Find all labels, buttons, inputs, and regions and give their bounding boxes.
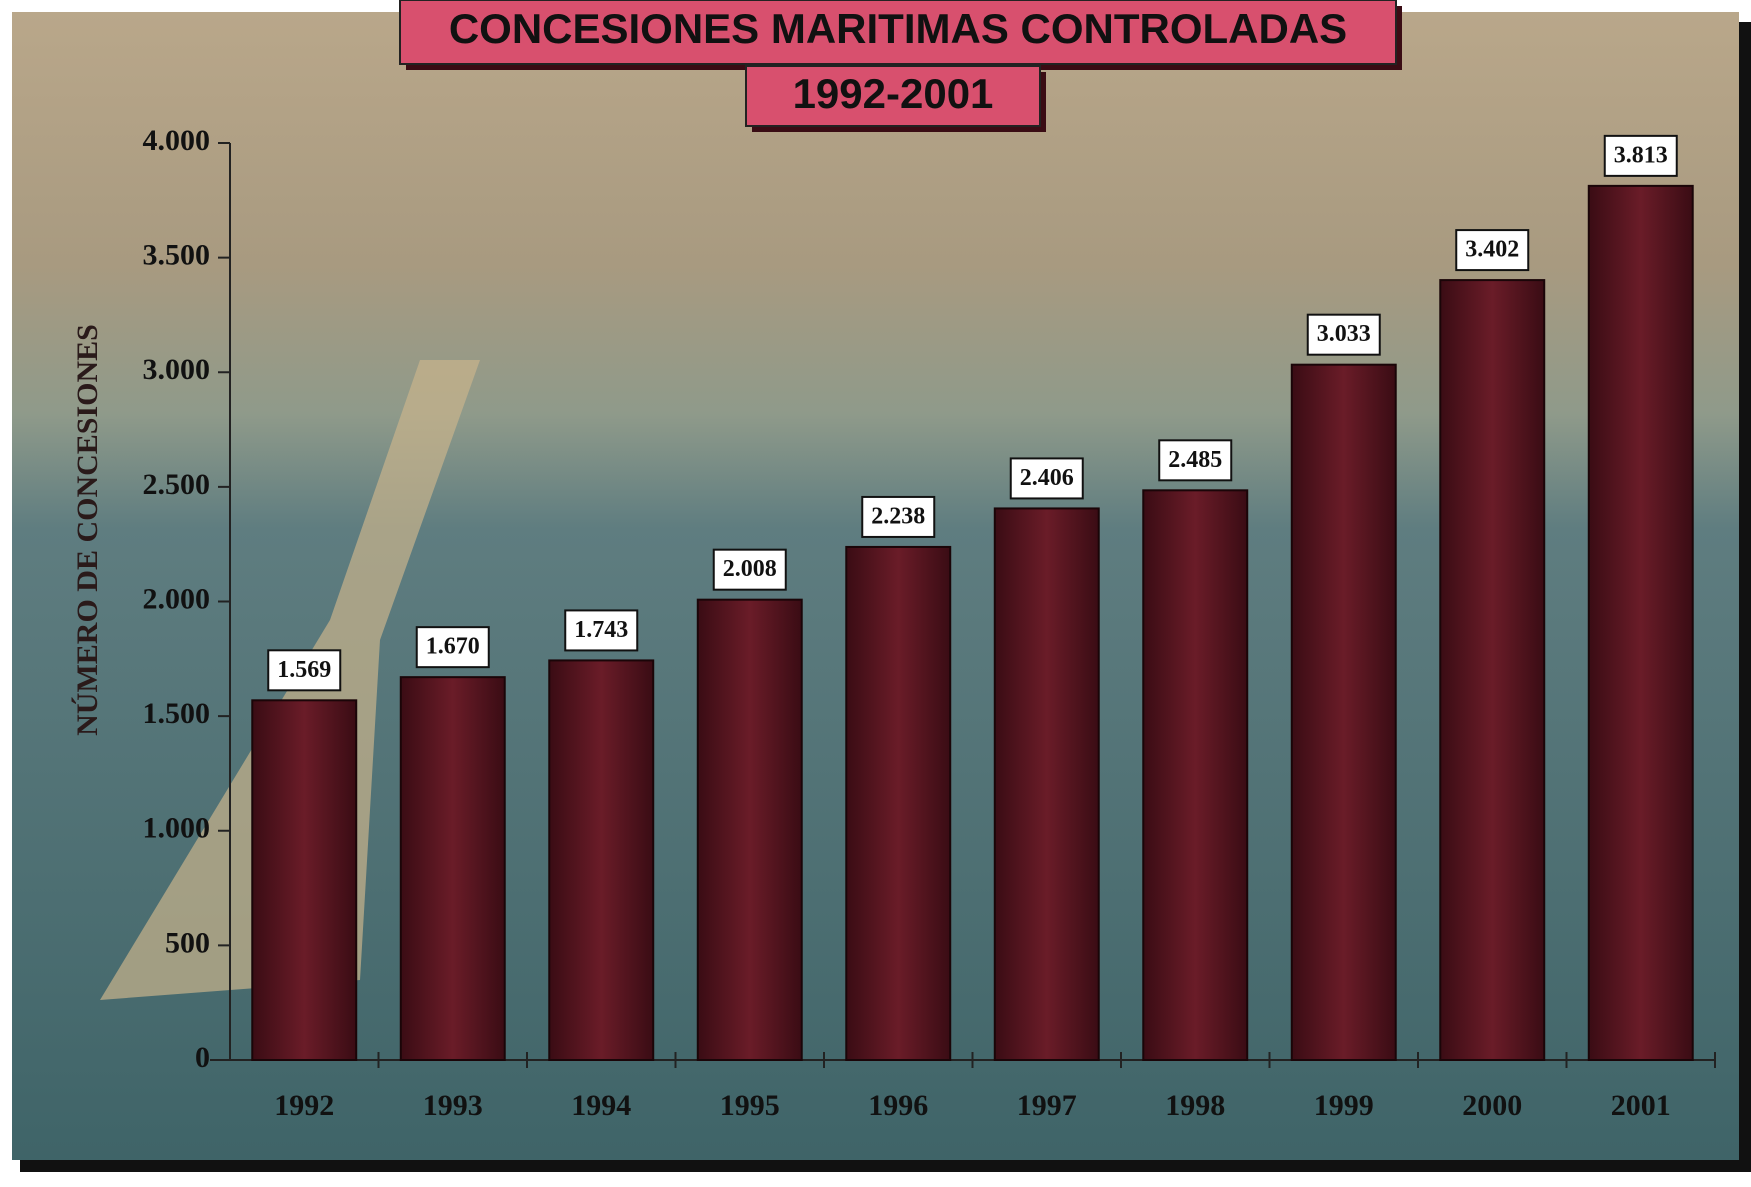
bar [1290,363,1397,1061]
value-label: 3.813 [1614,142,1668,168]
subtitle-box [745,65,1041,127]
y-tick-label: 1.500 [143,697,211,730]
title-box [399,0,1397,65]
x-tick-label: 1999 [1314,1089,1374,1122]
x-tick-label: 2001 [1611,1089,1671,1122]
y-tick-label: 2.500 [143,468,211,501]
value-label-box [267,649,342,692]
value-label: 2.406 [1020,465,1074,491]
value-label-box [712,548,787,591]
value-label: 2.485 [1168,447,1222,473]
bar [251,699,358,1061]
y-tick-label: 2.000 [143,582,211,615]
bar [548,659,655,1061]
value-label-box [1455,229,1530,272]
chart-title: CONCESIONES MARITIMAS CONTROLADAS [449,5,1347,52]
value-label: 3.402 [1465,237,1519,263]
x-tick-label: 2000 [1462,1089,1522,1122]
chart-subtitle: 1992-2001 [793,70,994,117]
y-tick-label: 4.000 [143,124,211,157]
y-tick-label: 0 [195,1041,210,1074]
value-label: 1.670 [426,634,480,660]
bar [399,676,506,1062]
value-label: 2.238 [871,503,925,529]
value-label: 1.569 [277,657,331,683]
bar [993,507,1100,1061]
y-tick-label: 3.500 [143,239,211,272]
value-label-box [415,626,490,669]
x-tick-label: 1993 [423,1089,483,1122]
bar [1142,489,1249,1062]
bar [1439,279,1546,1061]
x-tick-label: 1994 [571,1089,631,1122]
x-tick-label: 1998 [1165,1089,1225,1122]
x-tick-label: 1995 [720,1089,780,1122]
y-tick-label: 1.000 [143,812,211,845]
value-label: 1.743 [574,617,628,643]
x-tick-label: 1997 [1017,1089,1077,1122]
x-tick-label: 1992 [274,1089,334,1122]
value-label: 3.033 [1317,321,1371,347]
bar [1587,184,1694,1061]
value-label-box [1158,439,1233,482]
pier [100,360,480,1000]
value-label-box [564,609,639,652]
y-tick-label: 3.000 [143,353,211,386]
y-axis-label: NÚMERO DE CONCESIONES [71,324,104,736]
bar [696,598,803,1062]
y-tick-label: 500 [165,926,210,959]
x-tick-label: 1996 [868,1089,928,1122]
bar [845,545,952,1061]
value-label-box [1603,134,1678,177]
value-label-box [1009,457,1084,500]
value-label: 2.008 [723,556,777,582]
value-label-box [861,495,936,538]
value-label-box [1306,313,1381,356]
